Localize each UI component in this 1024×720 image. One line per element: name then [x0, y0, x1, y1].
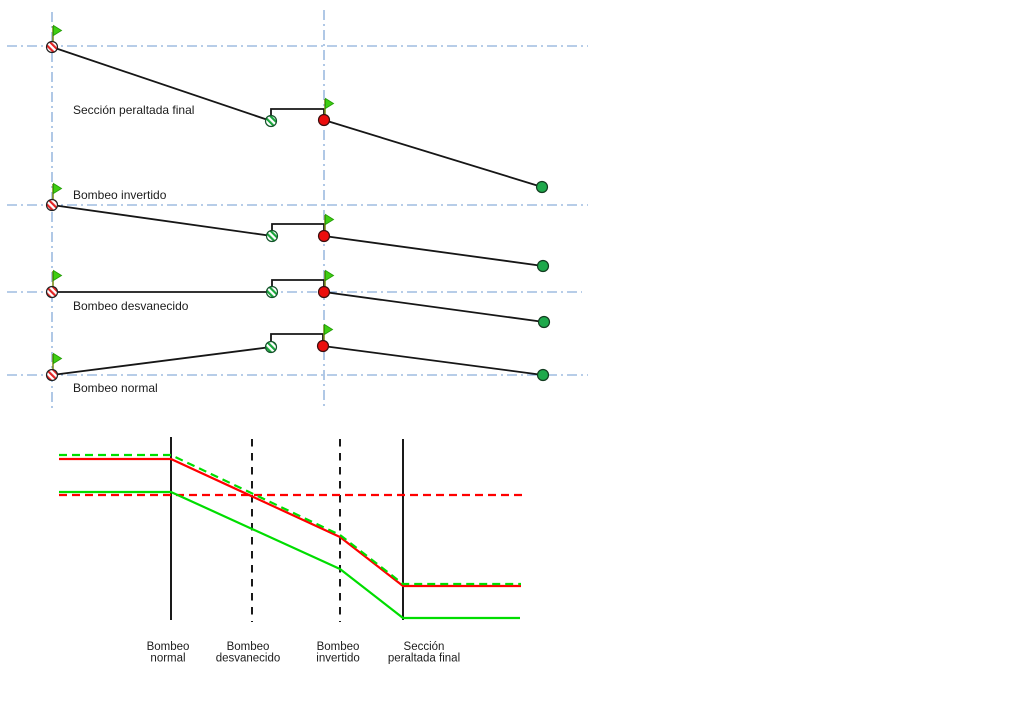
station-label-line1: Bombeo — [227, 641, 270, 653]
chart-series-green-dashed-edge — [59, 453, 521, 586]
profile-edge-line — [322, 345, 544, 376]
profile-edge-line — [271, 223, 325, 236]
station-label-line1: Bombeo — [147, 641, 190, 653]
profile-edge-line — [323, 119, 543, 188]
marker-solid-red-icon — [317, 113, 331, 127]
marker-hatch-green-icon — [265, 285, 279, 299]
marker-hatch-red-icon — [45, 40, 59, 54]
station-label-line1: Bombeo — [317, 641, 360, 653]
section-label: Bombeo normal — [73, 381, 158, 395]
flag-icon — [53, 352, 63, 365]
marker-solid-green-icon — [535, 180, 549, 194]
marker-solid-green-icon — [536, 368, 550, 382]
chart-series-green-solid-edge — [59, 490, 520, 620]
marker-hatch-green-icon — [264, 114, 278, 128]
marker-hatch-green-icon — [265, 229, 279, 243]
flag-icon — [53, 24, 63, 37]
profile-edge-line — [270, 108, 325, 121]
section-label: Bombeo invertido — [73, 188, 167, 202]
marker-solid-green-icon — [536, 259, 550, 273]
profile-edge-line — [51, 204, 273, 237]
chart-series-red-solid-edge — [59, 457, 521, 588]
profile-edge-line — [270, 333, 324, 347]
flag-icon — [325, 97, 335, 110]
flag-icon — [325, 213, 335, 226]
flag-icon — [324, 323, 334, 336]
flag-icon — [53, 269, 63, 282]
marker-solid-red-icon — [317, 285, 331, 299]
marker-hatch-red-icon — [45, 285, 59, 299]
profile-edge-line — [51, 46, 272, 122]
profile-edge-line — [271, 279, 325, 292]
marker-hatch-red-icon — [45, 198, 59, 212]
marker-solid-red-icon — [316, 339, 330, 353]
station-label-line2: peraltada final — [388, 653, 460, 665]
marker-hatch-red-icon — [45, 368, 59, 382]
station-label-line2: desvanecido — [216, 653, 281, 665]
profile-edge-line — [51, 346, 272, 376]
station-label-line2: normal — [150, 653, 185, 665]
marker-hatch-green-icon — [264, 340, 278, 354]
profile-edge-line — [323, 235, 544, 267]
station-label-line2: invertido — [316, 653, 359, 665]
flag-icon — [53, 182, 63, 195]
section-label: Sección peraltada final — [73, 103, 194, 117]
marker-solid-green-icon — [537, 315, 551, 329]
flag-icon — [325, 269, 335, 282]
profile-edge-line — [323, 291, 545, 323]
marker-solid-red-icon — [317, 229, 331, 243]
section-label: Bombeo desvanecido — [73, 299, 189, 313]
station-label-line1: Sección — [404, 641, 445, 653]
